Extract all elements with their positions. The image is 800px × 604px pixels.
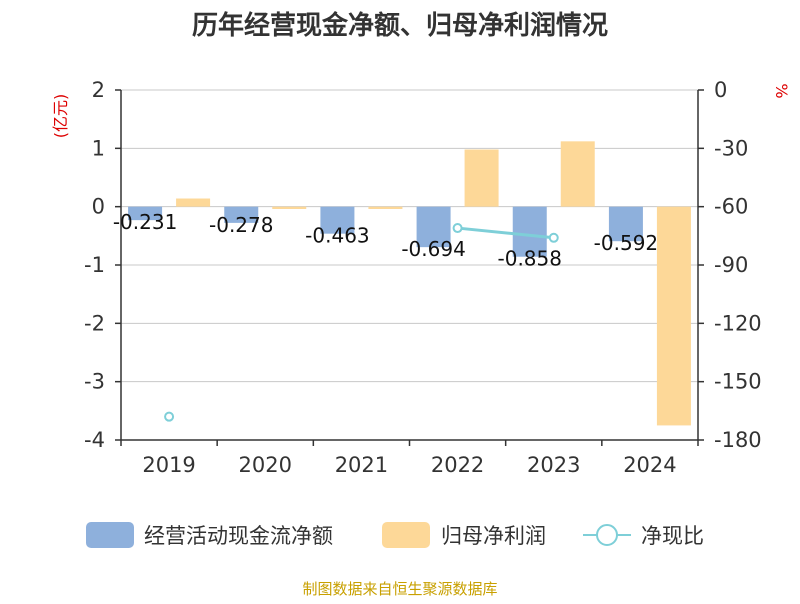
cashflow-bar bbox=[224, 206, 259, 223]
right-axis-unit: % bbox=[772, 83, 791, 98]
cashflow-value-label: -0.463 bbox=[305, 224, 369, 248]
ratio-point bbox=[548, 232, 559, 243]
cashflow-value-label: -0.858 bbox=[498, 247, 562, 271]
legend-swatch-net-profit bbox=[382, 522, 430, 548]
ratio-point bbox=[452, 223, 463, 234]
bars bbox=[128, 141, 691, 426]
left-tick-label: -3 bbox=[84, 370, 105, 394]
net-profit-bar bbox=[560, 141, 595, 207]
left-tick-label: -2 bbox=[84, 311, 105, 335]
right-tick-label: -30 bbox=[714, 136, 748, 160]
cashflow-value-label: -0.694 bbox=[401, 237, 465, 261]
net-profit-bar bbox=[656, 206, 691, 426]
data-labels: -0.231 -0.278 -0.463 -0.694 -0.858 -0.592 bbox=[113, 210, 658, 271]
legend-label-cashflow: 经营活动现金流净额 bbox=[144, 524, 333, 548]
cashflow-bar bbox=[128, 206, 163, 221]
left-tick-label: 1 bbox=[92, 136, 105, 160]
left-tick-label: -1 bbox=[84, 253, 105, 277]
legend-marker-ratio bbox=[596, 524, 618, 546]
cashflow-bar bbox=[320, 206, 355, 234]
right-tick-label: -120 bbox=[714, 311, 762, 335]
left-tick-label: 0 bbox=[92, 195, 105, 219]
legend: 经营活动现金流净额 归母净利润 净现比 bbox=[86, 522, 704, 548]
left-axis-unit: (亿元) bbox=[51, 94, 70, 139]
legend-label-net-profit: 归母净利润 bbox=[441, 524, 546, 548]
net-profit-bar bbox=[272, 206, 307, 209]
ratio-line bbox=[164, 223, 559, 422]
source-note: 制图数据来自恒生聚源数据库 bbox=[302, 580, 497, 598]
cashflow-value-label: -0.278 bbox=[209, 213, 273, 237]
net-profit-bar bbox=[464, 149, 499, 207]
right-tick-label: -180 bbox=[714, 428, 762, 452]
ratio-line-segment bbox=[457, 226, 554, 240]
right-tick-label: -90 bbox=[714, 253, 748, 277]
cashflow-bar bbox=[608, 206, 643, 242]
right-tick-label: -150 bbox=[714, 370, 762, 394]
cashflow-value-label: -0.231 bbox=[113, 210, 177, 234]
legend-swatch-cashflow bbox=[86, 522, 134, 548]
right-tick-label: -60 bbox=[714, 195, 748, 219]
net-profit-bar bbox=[176, 198, 211, 207]
left-tick-label: -4 bbox=[84, 428, 105, 452]
x-tick-label: 2019 bbox=[142, 453, 195, 477]
axes: 2 1 0 -1 -2 -3 -4 0 -30 -60 -90 -120 -150 -180 2019 202… bbox=[84, 78, 762, 477]
grid-lines bbox=[121, 89, 698, 441]
chart-title: 历年经营现金净额、归母净利润情况 bbox=[192, 10, 608, 41]
cashflow-value-label: -0.592 bbox=[594, 231, 658, 255]
cashflow-bar bbox=[512, 206, 547, 257]
x-tick-label: 2022 bbox=[431, 453, 484, 477]
legend-label-ratio: 净现比 bbox=[641, 524, 704, 548]
x-tick-label: 2023 bbox=[527, 453, 580, 477]
left-tick-label: 2 bbox=[92, 78, 105, 102]
cashflow-bar bbox=[416, 206, 451, 248]
x-tick-label: 2021 bbox=[335, 453, 388, 477]
ratio-point bbox=[164, 411, 175, 422]
net-profit-bar bbox=[368, 206, 403, 209]
x-tick-label: 2020 bbox=[239, 453, 292, 477]
right-tick-label: 0 bbox=[714, 78, 727, 102]
x-tick-label: 2024 bbox=[623, 453, 676, 477]
